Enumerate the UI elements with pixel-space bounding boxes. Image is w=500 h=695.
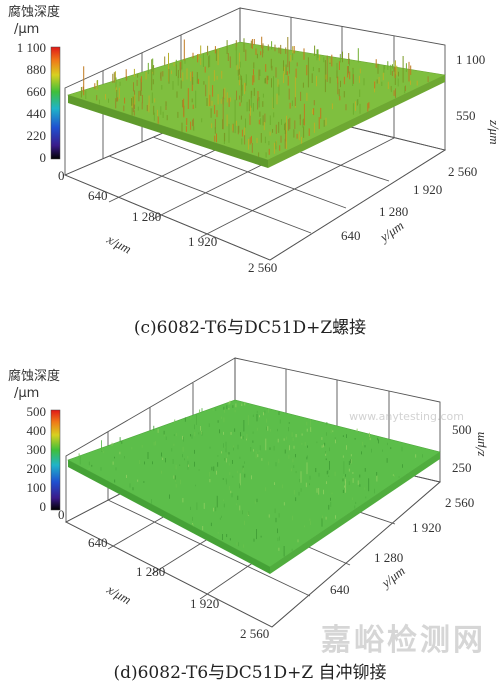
cb-tick-d-0: 500	[27, 404, 47, 419]
z-tick-d-0: 500	[452, 422, 472, 437]
y-tick-c-1: 1 920	[413, 182, 442, 197]
colorbar-title-c: 腐蚀深度	[8, 4, 60, 20]
colorbar-unit-d: /μm	[14, 386, 39, 401]
surface-plot-c: 腐蚀深度 /μm 1 100 880 660 440 220 0 1 100 5…	[8, 4, 500, 275]
surface-front-right-d	[270, 452, 440, 574]
corrosion-surface-d	[67, 399, 441, 574]
z-tick-c-1: 550	[456, 108, 476, 123]
cb-tick-d-3: 200	[27, 461, 47, 476]
x-tick-d-1: 640	[88, 535, 108, 550]
cb-tick-c-5: 0	[40, 150, 47, 165]
spikes-d	[78, 400, 424, 557]
x-label-d: x/μm	[104, 581, 134, 607]
cb-tick-c-0: 1 100	[17, 40, 46, 55]
surface-front-left-d	[68, 460, 270, 574]
x-tick-c-0: 0	[58, 168, 65, 183]
x-tick-c-3: 1 920	[188, 234, 217, 249]
y-tick-d-2: 1 280	[374, 550, 403, 565]
x-label-c: x/μm	[104, 231, 134, 257]
surface-front-left-c	[68, 95, 268, 168]
x-tick-d-4: 2 560	[240, 626, 269, 641]
box-grid-c	[63, 7, 447, 261]
x-tick-c-1: 640	[88, 188, 108, 203]
figure-c: 腐蚀深度 /μm 1 100 880 660 440 220 0 1 100 5…	[0, 0, 500, 345]
cb-tick-d-4: 100	[27, 480, 47, 495]
x-tick-d-3: 1 920	[190, 596, 219, 611]
z-tick-d-1: 250	[452, 460, 472, 475]
x-tick-c-2: 1 280	[132, 209, 161, 224]
z-label-c: z/μm	[487, 119, 500, 145]
colorbar-c	[50, 46, 61, 160]
y-tick-c-2: 1 280	[379, 204, 408, 219]
cb-tick-c-4: 220	[27, 128, 47, 143]
colorbar-unit-c: /μm	[14, 22, 39, 37]
colorbar-title-d: 腐蚀深度	[8, 368, 60, 384]
x-tick-c-4: 2 560	[248, 260, 277, 275]
spikes-c	[80, 36, 429, 158]
x-tick-d-0: 0	[58, 507, 65, 522]
z-tick-c-0: 1 100	[456, 52, 485, 67]
surface-plot-d: 腐蚀深度 /μm 500 400 300 200 100 0 500 250 z…	[8, 357, 487, 641]
corrosion-surface-c	[67, 36, 446, 168]
cb-tick-c-1: 880	[27, 62, 47, 77]
watermark: 嘉峪检测网	[321, 623, 486, 658]
cb-tick-d-5: 0	[40, 499, 47, 514]
y-tick-d-0: 2 560	[445, 495, 474, 510]
figure-d: 腐蚀深度 /μm 500 400 300 200 100 0 500 250 z…	[0, 352, 500, 652]
cb-tick-c-3: 440	[27, 106, 47, 121]
cb-tick-d-2: 300	[27, 442, 47, 457]
z-label-d: z/μm	[472, 432, 487, 458]
y-label-c: y/μm	[375, 218, 406, 246]
x-tick-d-2: 1 280	[136, 564, 165, 579]
watermark-url: www.anytesting.com	[349, 410, 464, 423]
caption-d: (d)6082-T6与DC51D+Z 自冲铆接	[113, 663, 387, 683]
cb-tick-c-2: 660	[27, 84, 47, 99]
y-label-d: y/μm	[377, 563, 408, 592]
caption-c: (c)6082-T6与DC51D+Z螺接	[133, 318, 367, 338]
cb-tick-d-1: 400	[27, 423, 47, 438]
y-tick-d-3: 640	[330, 582, 350, 597]
surface-front-right-c	[268, 75, 445, 168]
y-tick-c-3: 640	[341, 228, 361, 243]
y-tick-d-1: 1 920	[412, 520, 441, 535]
colorbar-d	[50, 409, 61, 511]
surface-top-d	[67, 399, 441, 568]
y-tick-c-0: 2 560	[448, 164, 477, 179]
